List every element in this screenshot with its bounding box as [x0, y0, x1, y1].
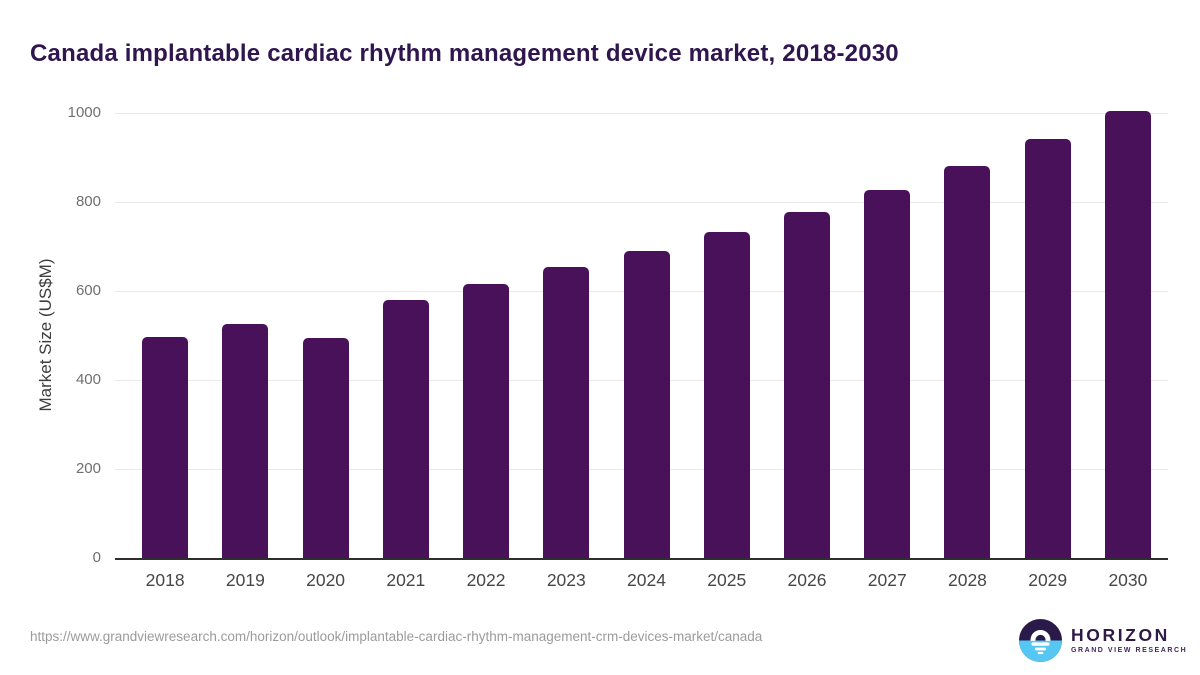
x-label-2028: 2028 [947, 570, 987, 590]
x-label-2027: 2027 [867, 570, 907, 590]
bar-slot-2021 [366, 113, 446, 558]
plot-area: 0 200 400 600 800 1000 [68, 104, 1168, 566]
x-label-2022: 2022 [466, 570, 506, 590]
x-axis-labels: 2018 2019 2020 2021 2022 2023 2024 2025 2026 2027… [125, 570, 1168, 591]
y-tick-600: 600 [75, 282, 101, 299]
bar-2028[interactable] [944, 165, 991, 558]
gridline-1000 [115, 112, 1168, 114]
bar-slot-2027 [847, 113, 927, 558]
gridline-800 [115, 201, 1168, 203]
bar-slot-2028 [927, 113, 1007, 558]
bar-2021[interactable] [382, 299, 429, 558]
bar-2019[interactable] [222, 323, 269, 558]
bar-2025[interactable] [703, 231, 750, 558]
x-axis-line [115, 558, 1168, 560]
y-tick-1000: 1000 [67, 104, 101, 121]
x-label-2029: 2029 [1028, 570, 1068, 590]
bars-container [125, 111, 1168, 558]
x-label-2020: 2020 [306, 570, 346, 590]
bar-2022[interactable] [463, 284, 510, 558]
y-tick-800: 800 [75, 193, 101, 210]
bar-2026[interactable] [783, 211, 830, 558]
source-url[interactable]: https://www.grandviewresearch.com/horizo… [30, 629, 763, 644]
bar-2030[interactable] [1104, 111, 1151, 558]
y-tick-0: 0 [92, 549, 101, 566]
x-label-2030: 2030 [1108, 570, 1148, 590]
bar-slot-2023 [526, 113, 606, 558]
bar-slot-2020 [285, 113, 365, 558]
bar-2027[interactable] [864, 189, 911, 558]
x-label-2018: 2018 [145, 570, 185, 590]
horizon-logo-subtitle: GRAND VIEW RESEARCH [1071, 647, 1188, 655]
x-label-2024: 2024 [627, 570, 666, 590]
x-label-2019: 2019 [225, 570, 265, 590]
x-label-2026: 2026 [787, 570, 827, 590]
horizon-logo-icon [1019, 619, 1062, 662]
bar-slot-2030 [1088, 111, 1168, 558]
bar-slot-2019 [205, 113, 285, 558]
y-axis-title: Market Size (US$M) [36, 258, 55, 412]
y-tick-200: 200 [75, 460, 101, 477]
horizon-logo-name: HORIZON [1071, 624, 1170, 645]
horizon-logo[interactable]: HORIZON GRAND VIEW RESEARCH [1019, 619, 1187, 662]
x-label-2023: 2023 [546, 570, 586, 590]
bar-slot-2025 [687, 113, 767, 558]
bar-slot-2026 [767, 113, 847, 558]
bar-2018[interactable] [142, 337, 189, 558]
bar-2024[interactable] [623, 250, 670, 558]
bar-2029[interactable] [1024, 139, 1071, 558]
bar-slot-2022 [446, 113, 526, 558]
bar-slot-2024 [606, 113, 686, 558]
bar-2023[interactable] [543, 266, 590, 558]
x-label-2025: 2025 [707, 570, 747, 590]
bar-2020[interactable] [302, 338, 349, 558]
y-tick-400: 400 [75, 371, 101, 388]
bar-slot-2018 [125, 113, 205, 558]
chart-title: Canada implantable cardiac rhythm manage… [30, 40, 899, 68]
bar-slot-2029 [1008, 113, 1088, 558]
x-label-2021: 2021 [386, 570, 426, 590]
